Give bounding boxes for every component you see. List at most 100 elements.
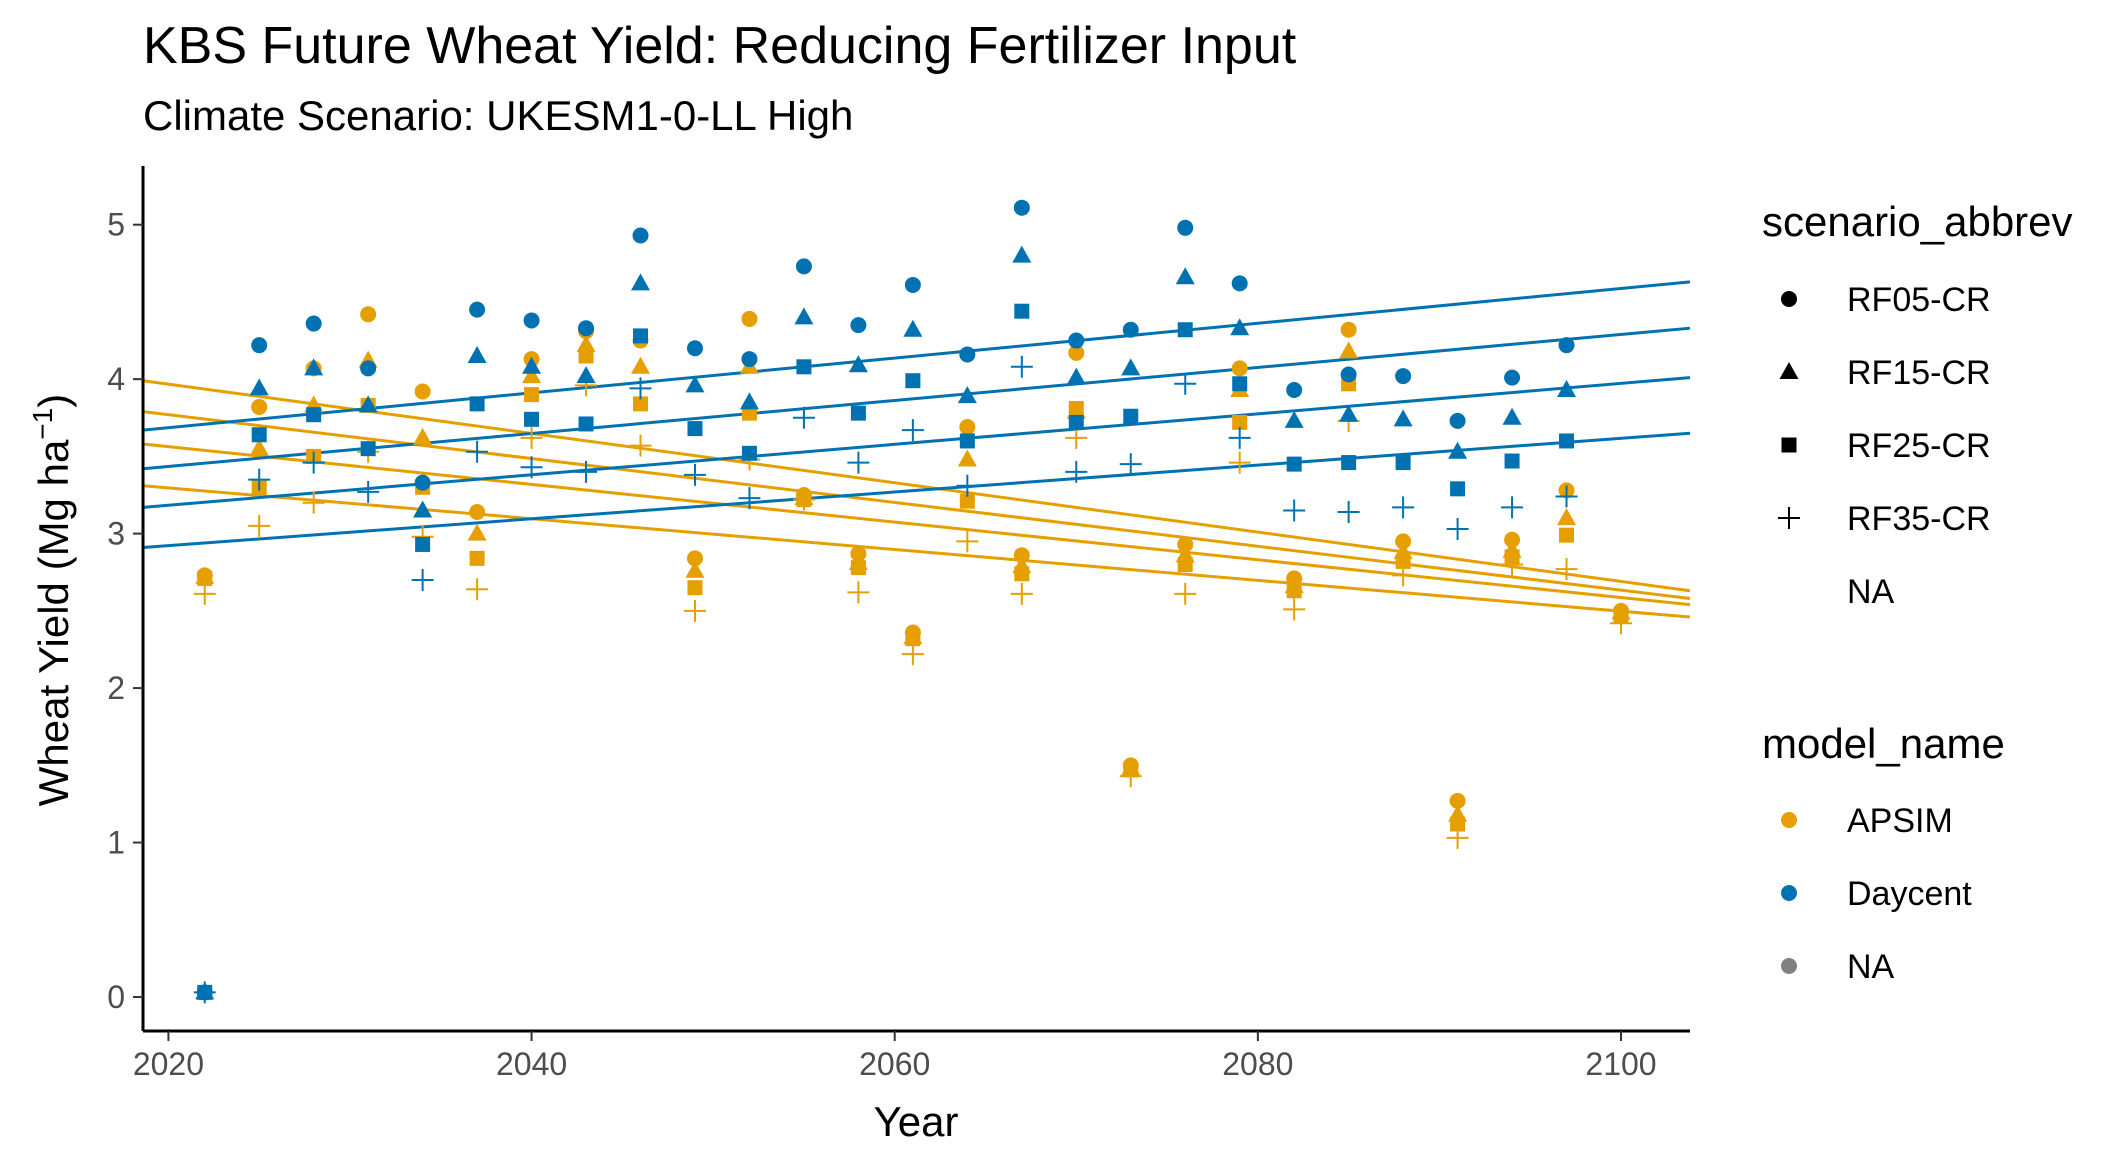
trendline-daycent-rf15-cr: [142, 326, 1691, 471]
point-apsim-rf25-cr-2064: [959, 493, 975, 509]
point-apsim-rf25-cr-2040: [524, 387, 540, 403]
point-daycent-rf05-cr-2088: [1395, 368, 1412, 385]
point-daycent-rf35-cr-2025: [248, 468, 271, 491]
trendline-daycent-rf05-cr: [142, 280, 1691, 432]
point-daycent-rf25-cr-2043: [578, 416, 594, 432]
point-daycent-rf25-cr-2049: [687, 421, 703, 437]
point-apsim-rf25-cr-2061: [905, 631, 921, 647]
point-daycent-rf15-cr-2025: [249, 378, 269, 396]
point-apsim-rf35-cr-2022: [193, 582, 216, 605]
trendline-daycent-rf25-cr: [142, 376, 1691, 509]
point-daycent-rf25-cr-2061: [905, 373, 921, 389]
point-apsim-rf35-cr-2076: [1174, 582, 1197, 605]
point-daycent-rf25-cr-2085: [1341, 455, 1357, 471]
point-apsim-rf05-cr-2076: [1177, 536, 1194, 553]
point-daycent-rf05-cr-2040: [523, 312, 540, 329]
point-daycent-rf25-cr-2079: [1232, 376, 1248, 392]
legend-label-na: NA: [1847, 948, 1895, 986]
point-daycent-rf15-cr-2064: [957, 386, 977, 404]
x-tick-label-2060: 2060: [859, 1046, 930, 1082]
x-axis-ticks: 2020 2040 2060 2080 2100: [133, 1031, 1657, 1082]
point-daycent-rf25-cr-2097: [1559, 433, 1575, 449]
point-daycent-rf25-cr-2064: [959, 433, 975, 449]
point-daycent-rf15-cr-2034: [413, 500, 433, 518]
point-daycent-rf05-cr-2061: [904, 276, 921, 293]
point-apsim-rf25-cr-2046: [633, 396, 649, 412]
point-apsim-rf35-cr-2097: [1555, 558, 1578, 581]
y-tick-label-5: 5: [107, 207, 125, 243]
point-apsim-rf25-cr-2070: [1068, 401, 1084, 417]
y-tick-label-0: 0: [107, 979, 125, 1015]
point-apsim-rf15-cr-2097: [1557, 508, 1577, 526]
point-daycent-rf05-cr-2094: [1504, 369, 1521, 386]
point-apsim-rf25-cr-2067: [1014, 566, 1030, 582]
legend-model-title: model_name: [1762, 720, 2005, 767]
point-apsim-rf35-cr-2025: [248, 514, 271, 537]
point-apsim-rf15-cr-2034: [413, 427, 433, 445]
point-daycent-rf35-cr-2028: [302, 451, 325, 474]
x-tick-label-2020: 2020: [133, 1046, 204, 1082]
point-apsim-rf35-cr-2049: [683, 599, 706, 622]
point-daycent-rf35-cr-2070: [1065, 460, 1088, 483]
point-daycent-rf05-cr-2055: [795, 258, 812, 275]
y-axis-title: Wheat Yield (Mg ha−1): [27, 394, 77, 806]
point-apsim-rf05-cr-2052: [741, 310, 758, 327]
point-daycent-rf15-cr-2079: [1230, 318, 1250, 336]
point-apsim-rf15-cr-2025: [249, 438, 269, 456]
point-apsim-rf35-cr-2064: [956, 530, 979, 553]
point-apsim-rf35-cr-2073: [1119, 765, 1142, 788]
point-apsim-rf35-cr-2067: [1010, 582, 1033, 605]
point-apsim-rf15-cr-2064: [957, 449, 977, 467]
point-daycent-rf35-cr-2037: [466, 440, 489, 463]
y-tick-label-3: 3: [107, 516, 125, 552]
point-daycent-rf35-cr-2067: [1010, 355, 1033, 378]
point-apsim-rf35-cr-2058: [847, 581, 870, 604]
point-daycent-rf05-cr-2031: [360, 360, 377, 377]
point-daycent-rf25-cr-2073: [1123, 408, 1139, 424]
point-daycent-rf15-cr-2061: [903, 319, 923, 337]
y-tick-label-4: 4: [107, 361, 125, 397]
y-axis-title-sup: −1: [27, 408, 58, 440]
x-tick-label-2040: 2040: [496, 1046, 567, 1082]
point-apsim-rf05-cr-2031: [360, 306, 377, 323]
point-daycent-rf15-cr-2052: [739, 392, 759, 410]
point-daycent-rf05-cr-2043: [578, 320, 595, 337]
point-daycent-rf15-cr-2049: [685, 375, 705, 393]
legend-key-rf35-cr: [1778, 507, 1800, 529]
trendline-apsim-rf05-cr: [142, 379, 1691, 593]
point-daycent-rf25-cr-2067: [1014, 303, 1030, 319]
x-axis-title: Year: [874, 1098, 959, 1145]
x-tick-label-2080: 2080: [1222, 1046, 1293, 1082]
point-daycent-rf15-cr-2040: [522, 356, 542, 374]
legend-label-rf35-cr: RF35-CR: [1847, 500, 1991, 538]
point-apsim-rf05-cr-2091: [1449, 792, 1466, 809]
point-daycent-rf15-cr-2043: [576, 366, 596, 384]
point-daycent-rf35-cr-2052: [738, 487, 761, 510]
point-daycent-rf35-cr-2040: [520, 456, 543, 479]
point-daycent-rf25-cr-2040: [524, 411, 540, 427]
point-daycent-rf25-cr-2055: [796, 359, 812, 375]
point-apsim-rf35-cr-2070: [1065, 426, 1088, 449]
point-daycent-rf15-cr-2046: [631, 273, 651, 291]
point-apsim-rf35-cr-2046: [629, 434, 652, 457]
point-apsim-rf25-cr-2076: [1177, 557, 1193, 573]
legend-key-rf25-cr: [1781, 437, 1797, 453]
point-daycent-rf15-cr-2037: [467, 345, 487, 363]
y-axis-title-close: ): [30, 394, 77, 408]
point-daycent-rf35-cr-2088: [1392, 496, 1415, 519]
point-daycent-rf35-cr-2097: [1555, 485, 1578, 508]
point-apsim-rf35-cr-2079: [1228, 451, 1251, 474]
point-daycent-rf35-cr-2091: [1446, 517, 1469, 540]
point-daycent-rf15-cr-2055: [794, 307, 814, 325]
point-daycent-rf05-cr-2070: [1068, 332, 1085, 349]
point-daycent-rf05-cr-2097: [1558, 337, 1575, 354]
point-daycent-rf25-cr-2031: [360, 441, 376, 457]
point-apsim-rf25-cr-2037: [469, 550, 485, 566]
point-apsim-rf35-cr-2028: [302, 491, 325, 514]
point-daycent-rf35-cr-2064: [956, 474, 979, 497]
point-daycent-rf35-cr-2058: [847, 451, 870, 474]
y-tick-label-1: 1: [107, 825, 125, 861]
point-daycent-rf05-cr-2085: [1340, 366, 1357, 383]
point-daycent-rf15-cr-2073: [1121, 358, 1141, 376]
point-apsim-rf05-cr-2085: [1340, 321, 1357, 338]
